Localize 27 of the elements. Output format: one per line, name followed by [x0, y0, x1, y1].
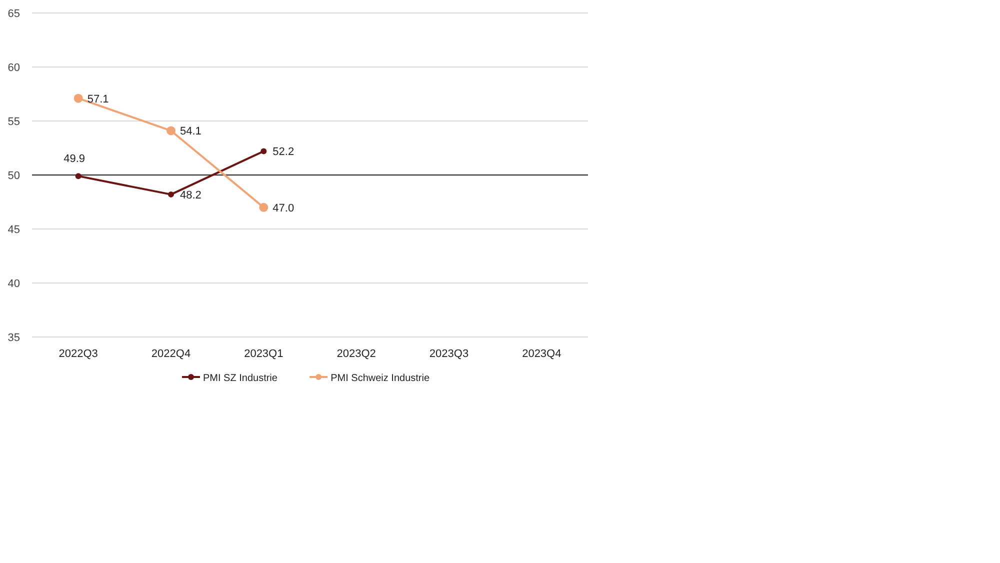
y-tick-label: 40 — [8, 278, 20, 290]
x-tick-label: 2022Q4 — [151, 348, 191, 360]
x-tick-label: 2022Q3 — [58, 348, 98, 360]
y-tick-label: 35 — [8, 332, 20, 344]
data-label: 49.9 — [64, 153, 86, 166]
data-label: 48.2 — [180, 189, 202, 202]
x-tick-label: 2023Q4 — [522, 348, 562, 360]
y-tick-label: 65 — [8, 8, 20, 20]
x-tick-label: 2023Q3 — [429, 348, 469, 360]
y-tick-label: 45 — [8, 224, 20, 236]
y-tick-label: 60 — [8, 62, 20, 74]
point — [74, 94, 83, 103]
point — [75, 173, 82, 180]
point — [260, 148, 267, 154]
point — [259, 202, 268, 212]
y-tick-label: 55 — [8, 116, 20, 128]
x-tick-label: 2023Q2 — [336, 348, 376, 360]
y-tick-label: 50 — [8, 170, 20, 182]
data-label: 54.1 — [180, 126, 202, 138]
point — [168, 191, 174, 198]
data-label: 52.2 — [272, 146, 294, 158]
x-tick-label: 2023Q1 — [244, 348, 284, 360]
data-label: 47.0 — [272, 202, 294, 214]
legend-label: PMI SZ Industrie — [203, 373, 278, 384]
legend-label: PMI Schweiz Industrie — [330, 373, 430, 384]
point — [166, 126, 176, 136]
data-label: 57.1 — [87, 93, 109, 106]
